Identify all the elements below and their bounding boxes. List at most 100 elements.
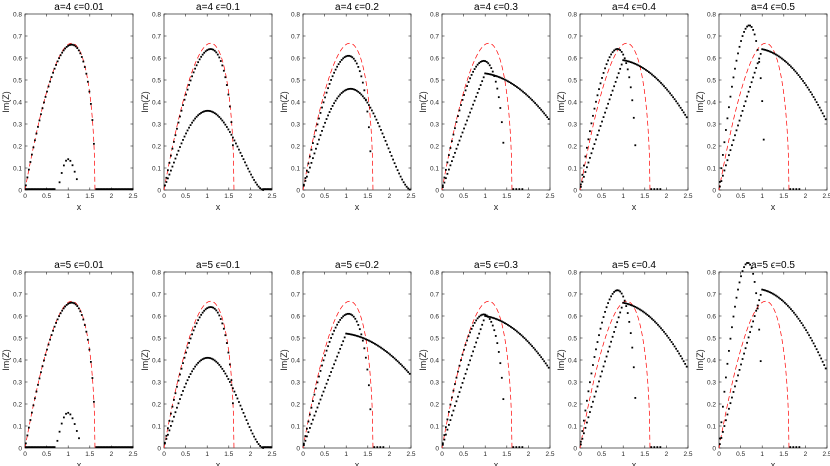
data-point [304,179,307,182]
data-point [180,394,183,396]
data-point [387,352,390,355]
y-tick-label: 0.3 [152,379,161,386]
data-point [340,317,343,319]
data-point [595,348,597,351]
data-point [336,355,339,358]
data-point [212,48,215,51]
data-point [684,362,687,365]
reference-curve [441,300,513,449]
x-tick-label: 0 [162,451,166,458]
data-point [503,78,506,81]
data-point [56,318,59,321]
data-point [254,181,257,184]
data-point [266,188,269,191]
data-point [227,351,230,354]
data-point [186,379,189,382]
data-point [230,133,233,136]
data-point [670,341,673,343]
data-point [270,446,272,449]
y-tick-label: 0.7 [430,291,439,298]
data-point [369,408,372,411]
data-point [396,169,399,172]
y-tick-label: 0.2 [568,143,577,150]
data-point [170,412,172,415]
data-point [366,110,369,113]
x-axis-label: x [494,460,499,466]
data-point [617,289,620,292]
data-point [824,367,827,370]
data-point [257,185,260,188]
data-point [614,326,617,328]
data-point [651,73,653,76]
data-point [620,306,623,309]
x-tick-label: 0 [578,451,582,458]
data-point [176,153,178,156]
data-point [168,173,171,176]
data-point [49,446,51,449]
data-point [602,316,605,318]
data-point [194,325,197,328]
data-point [526,340,529,343]
data-point [762,138,765,141]
data-point [58,57,61,60]
data-point [640,66,643,68]
data-point [752,76,755,79]
data-point [721,431,724,433]
data-point [663,85,665,88]
panel-9: a=5 ϵ=0.20 0.5 1 1.5 2 2.500.10.20.30.40.50.6… [279,260,416,466]
data-point [360,75,363,78]
data-point [767,290,770,293]
data-point [304,439,307,442]
y-tick-label: 0.7 [152,291,161,298]
data-point [788,306,791,309]
data-point [613,85,616,88]
data-point [443,181,446,184]
data-point [494,74,497,77]
data-point [78,437,80,440]
data-point [351,314,354,317]
data-point [53,446,56,449]
x-axis-label: x [355,202,360,212]
data-point [605,306,608,309]
data-point [230,121,233,124]
data-point [746,341,748,344]
data-point [225,84,228,86]
data-point [500,320,503,323]
data-point [670,94,673,97]
data-point [168,429,171,432]
data-point [104,446,107,449]
data-point [602,72,605,74]
data-point [73,44,76,47]
data-point [88,90,91,93]
data-point [180,142,183,145]
data-point [582,432,585,435]
data-point [32,446,35,449]
data-point [752,28,755,31]
data-point [358,335,361,338]
data-point [595,138,597,141]
data-point [325,349,328,352]
data-point [35,188,38,191]
data-point [333,329,336,332]
data-point [200,111,203,114]
data-point [779,297,782,300]
data-point [398,172,401,175]
data-point [743,105,745,107]
data-point [259,445,262,447]
data-point [113,188,116,191]
data-point [173,415,175,418]
data-point [367,384,370,387]
data-point [721,405,724,408]
data-point [759,293,762,296]
data-point [601,77,603,79]
data-point [649,316,652,319]
data-point [451,414,453,417]
data-point [165,181,168,183]
data-point [646,313,649,316]
y-tick-label: 0.2 [568,401,577,408]
data-point [337,95,340,98]
data-point [115,446,117,449]
data-point [725,376,727,379]
y-tick-label: 0.8 [13,269,22,276]
data-point [195,115,198,118]
